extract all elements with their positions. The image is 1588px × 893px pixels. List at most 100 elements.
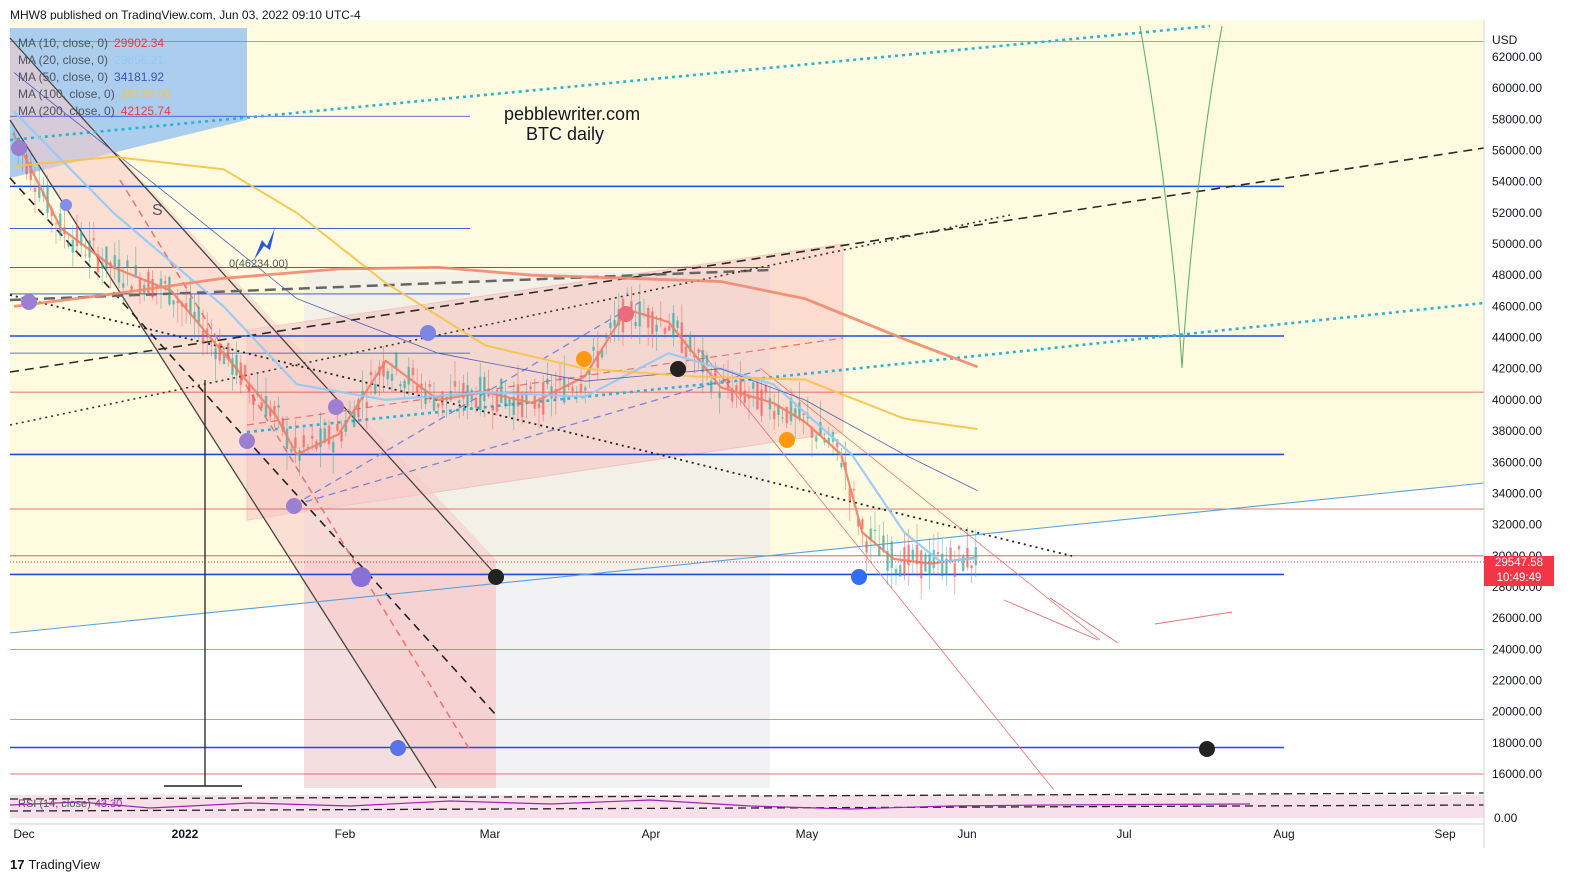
rsi-axis-value: 0.00 [1494,811,1518,825]
candle-body [281,418,285,432]
blue-dashed-fan-1 [293,301,641,506]
candle-body [772,411,776,420]
legend-item-ma100[interactable]: MA (100, close, 0) 38130.00 [18,86,171,103]
candle-body [714,368,717,379]
candle-body [520,393,524,418]
candle-body [777,404,780,415]
candle-body [67,243,70,247]
legend-item-ma10[interactable]: MA (10, close, 0) 29902.34 [18,35,171,52]
candle-body [907,544,910,566]
candle-body [894,568,898,574]
marker-purple [239,433,255,449]
candle-body [604,336,608,338]
candle-body [747,396,751,399]
candle-body [474,397,478,408]
cyan-dotted-lower [246,301,1485,434]
candle-body [147,271,150,295]
candle-body [226,343,230,359]
candle-body [667,326,671,331]
legend-label: MA (20, close, 0) [18,53,109,67]
candle-body [495,389,499,412]
candle-body [75,224,79,247]
candle-body [789,397,793,422]
candle-body [856,518,860,527]
candle-body [827,437,831,445]
candle-body [798,402,801,420]
x-tick-label: Jun [957,827,976,841]
candle-body [684,346,688,358]
legend-label: MA (100, close, 0) [18,87,115,101]
candle-body [46,184,49,213]
rsi-dash-2 [9,804,1485,812]
candle-body [529,386,532,390]
candle-body [953,563,957,578]
candle-body [726,377,730,390]
candle-body [33,187,37,193]
candle-body [407,367,411,385]
x-tick-label: Dec [13,827,34,841]
rsi-label[interactable]: RSI (14, close) 43.30 [18,798,122,810]
candle-body [709,380,713,392]
marker-purple [11,140,27,156]
ma-line-200 [13,265,978,369]
candle-body [756,382,759,410]
candle-body [352,410,356,428]
legend-item-ma50[interactable]: MA (50, close, 0) 34181.92 [18,69,171,86]
candle-body [163,280,167,284]
s-marker-label: S [152,202,163,219]
candle-body [277,405,280,408]
candle-body [348,411,352,414]
y-tick-label: 22000.00 [1492,673,1542,687]
candle-body [323,428,327,443]
x-tick-label: 2022 [172,827,199,841]
rsi-line [9,799,1251,810]
candle-body [126,260,129,268]
y-tick-label: 54000.00 [1492,175,1542,189]
candle-body [483,376,486,402]
bar-countdown: 10:49:49 [1496,572,1542,584]
footer-branding[interactable]: 17 TradingView [10,857,100,872]
candle-body [718,392,721,399]
watermark-subtitle: BTC daily [526,124,605,144]
legend-item-ma200[interactable]: MA (200, close, 0) 42125.74 [18,103,171,120]
candle-body [92,238,96,241]
legend-value: 34181.92 [114,70,165,84]
candle-body [218,343,222,361]
candle-body [159,278,163,289]
candle-body [663,328,667,334]
candle-body [462,383,465,399]
ma-line-200 [13,110,978,564]
candle-body [71,240,75,253]
candle-body [12,132,16,136]
y-tick-label: 40000.00 [1492,393,1542,407]
candle-body [386,371,390,380]
candle-body [289,449,293,452]
candle-body [760,389,763,416]
candle-body [298,450,301,461]
candle-body [886,551,889,571]
candle-body [840,463,843,468]
legend-item-ma20[interactable]: MA (20, close, 0) 29856.21 [18,52,171,69]
candle-body [222,352,226,365]
candle-body [231,358,234,375]
chart-watermark: pebblewriter.com BTC daily [504,104,640,144]
y-tick-label: 16000.00 [1492,767,1542,781]
legend-label: MA (200, close, 0) [18,104,115,118]
candle-body [336,424,339,431]
candle-body [537,403,541,409]
candle-body [357,399,360,418]
candle-body [302,435,306,448]
marker-black [670,361,686,377]
ma-line-100 [13,155,978,431]
x-tick-label: Sep [1434,827,1456,841]
x-axis-ticks: Dec 2022 Feb Mar Apr May Jun Jul Aug Sep [13,827,1456,841]
candle-body [382,361,385,377]
candle-body [436,403,440,408]
candle-body [176,300,180,304]
candle-body [310,435,314,439]
candle-body [768,397,772,410]
y-tick-label: 60000.00 [1492,81,1542,95]
candle-body [957,545,961,550]
legend-value: 42125.74 [120,104,171,118]
